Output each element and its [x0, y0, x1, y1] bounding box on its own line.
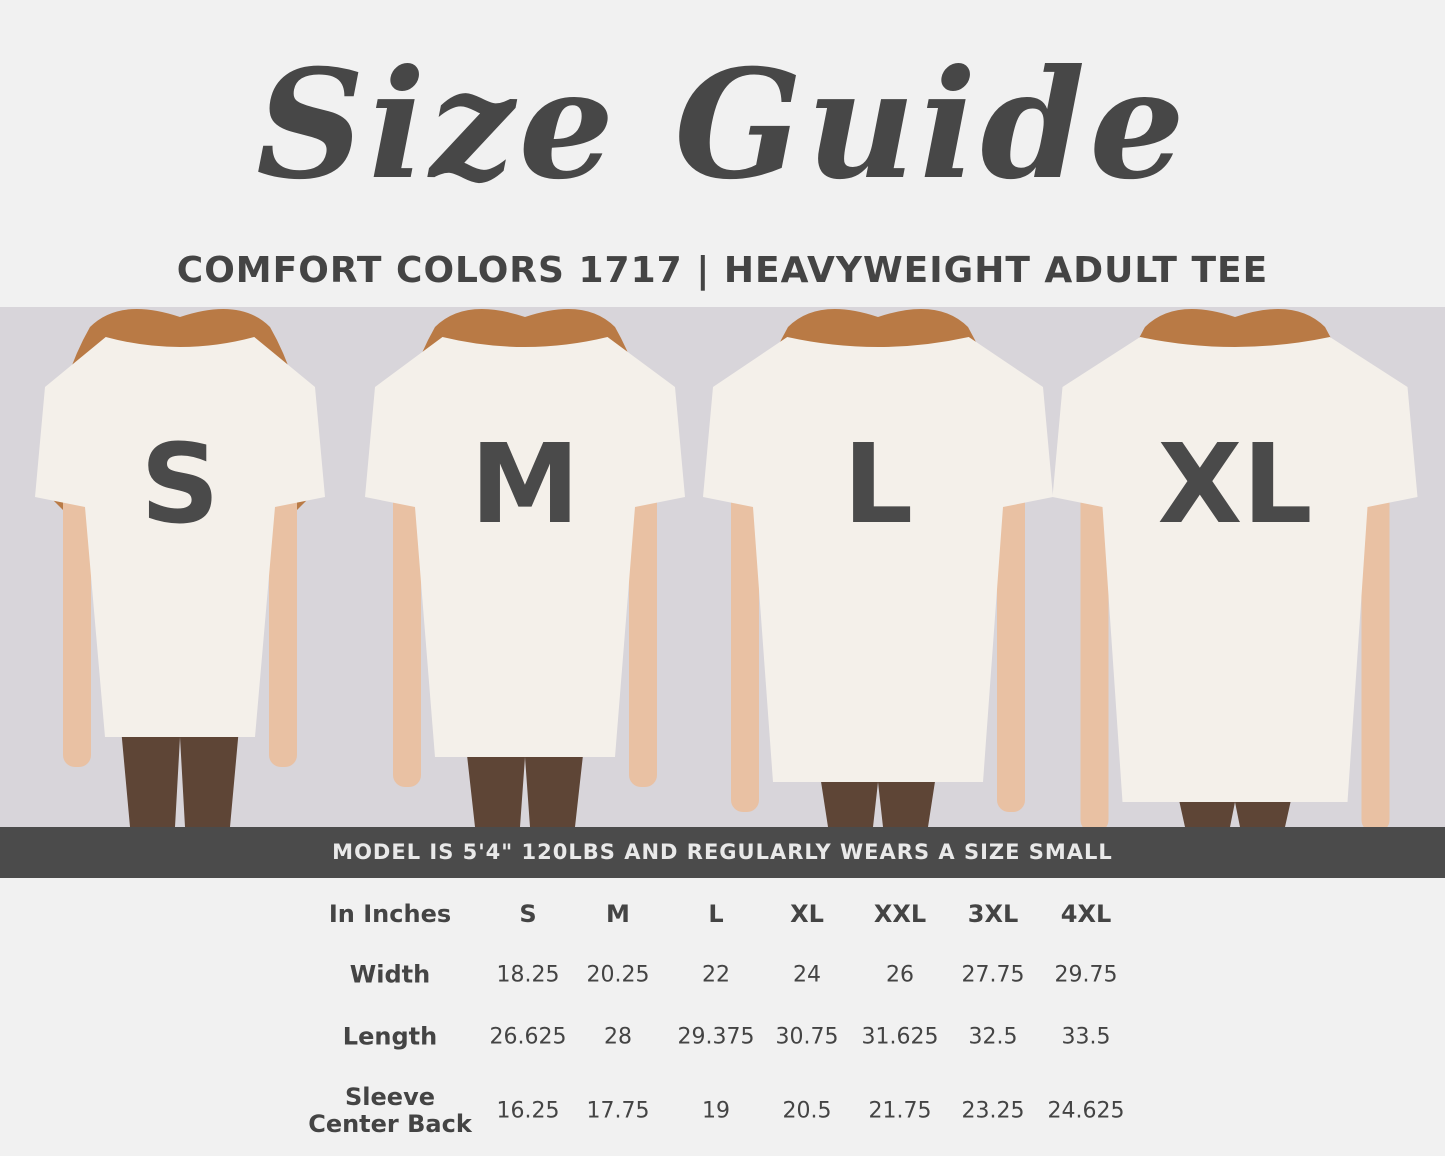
table-cell: 22 — [702, 962, 730, 988]
size-letter: XL — [1158, 420, 1313, 548]
table-cell: 27.75 — [961, 962, 1025, 988]
product-subtitle: COMFORT COLORS 1717 | HEAVYWEIGHT ADULT … — [176, 250, 1269, 291]
table-cell: 18.25 — [496, 962, 560, 988]
table-cell: 17.75 — [586, 1098, 650, 1124]
shirt — [1052, 337, 1418, 802]
arm-left — [393, 457, 421, 787]
table-cell: 19 — [702, 1098, 730, 1124]
size-column-header: M — [606, 900, 630, 928]
size-letter: M — [470, 420, 579, 548]
size-column-header: XXL — [873, 900, 927, 928]
arm-right — [269, 457, 297, 767]
table-cell: 31.625 — [861, 1024, 939, 1050]
size-column-header: S — [519, 900, 537, 928]
table-cell: 21.75 — [868, 1098, 932, 1124]
table-cell: 29.375 — [677, 1024, 755, 1050]
model-photo-strip: S M L XL — [0, 307, 1445, 827]
model-figure: S — [0, 307, 380, 827]
model-figure: L — [678, 307, 1078, 827]
arm-left — [63, 457, 91, 767]
row-label: Width — [349, 960, 431, 989]
table-cell: 32.5 — [968, 1024, 1018, 1050]
size-column-header: 4XL — [1060, 900, 1112, 928]
model-figure: M — [325, 307, 725, 827]
arm-left — [1080, 457, 1109, 827]
model-figure: XL — [1035, 307, 1435, 827]
row-label-line: Center Back — [308, 1110, 472, 1138]
table-cell: 16.25 — [496, 1098, 560, 1124]
table-cell: 24 — [793, 962, 821, 988]
table-cell: 33.5 — [1061, 1024, 1111, 1050]
table-cell: 30.75 — [775, 1024, 839, 1050]
row-label-line: Sleeve — [345, 1083, 435, 1111]
leggings — [465, 737, 585, 827]
size-column-header: XL — [790, 900, 824, 928]
size-letter: S — [140, 420, 219, 548]
arm-right — [997, 457, 1025, 812]
size-column-header: 3XL — [967, 900, 1019, 928]
table-cell: 24.625 — [1047, 1098, 1125, 1124]
arm-right — [1361, 457, 1390, 827]
table-corner-label: In Inches — [328, 900, 452, 928]
shirt — [365, 337, 685, 757]
arm-left — [731, 457, 759, 812]
model-info-banner: MODEL IS 5'4" 120LBS AND REGULARLY WEARS… — [0, 827, 1445, 878]
table-cell: 20.5 — [782, 1098, 832, 1124]
table-cell: 29.75 — [1054, 962, 1118, 988]
row-label: Length — [342, 1022, 438, 1051]
table-cell: 26.625 — [489, 1024, 567, 1050]
leggings — [120, 717, 240, 827]
size-column-header: L — [708, 900, 724, 928]
row-label: Sleeve Center Back — [308, 1084, 472, 1138]
page-title: Size Guide — [256, 37, 1189, 213]
shirt — [703, 337, 1053, 782]
table-cell: 26 — [886, 962, 914, 988]
table-cell: 23.25 — [961, 1098, 1025, 1124]
shirt — [35, 337, 325, 737]
arm-right — [629, 457, 657, 787]
size-letter: L — [843, 420, 913, 548]
table-cell: 20.25 — [586, 962, 650, 988]
table-cell: 28 — [604, 1024, 632, 1050]
